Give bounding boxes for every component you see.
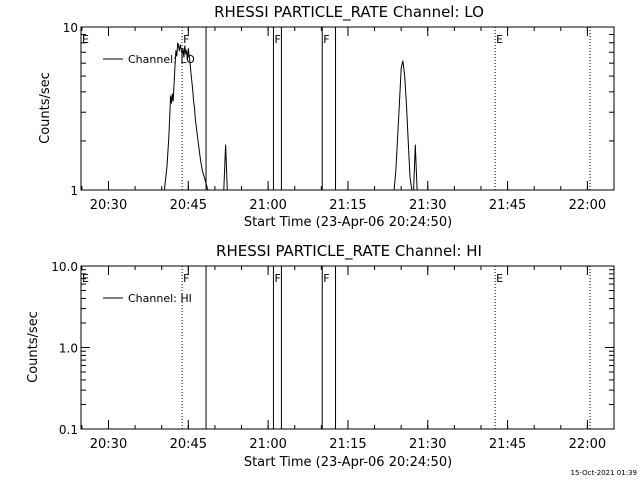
- chart-title-hi: RHESSI PARTICLE_RATE Channel: HI: [216, 242, 482, 261]
- plot-frame-lo: [80, 26, 615, 191]
- y-tick-label: 0.1: [59, 423, 78, 437]
- x-tick-label: 21:30: [409, 198, 446, 213]
- y-axis-label-lo: Counts/sec: [38, 72, 53, 144]
- axis-ticks-lo: 20:30 20:45 21:00 21:15 21:30 21:45 22:00 1 10: [63, 21, 615, 213]
- legend-label-hi: Channel: HI: [128, 292, 192, 305]
- chart-panel-lo: RHESSI PARTICLE_RATE Channel: LO Counts/…: [38, 3, 615, 230]
- y-tick-label: 1: [70, 184, 78, 198]
- event-marker-label: E: [82, 272, 89, 285]
- event-marker-label: E: [82, 33, 89, 46]
- x-tick-label: 21:30: [409, 437, 446, 452]
- generation-timestamp: 15-Oct-2021 01:39: [571, 469, 637, 477]
- x-tick-label: 20:30: [90, 437, 127, 452]
- x-tick-label: 21:15: [329, 198, 366, 213]
- x-axis-label-hi: Start Time (23-Apr-06 20:24:50): [244, 455, 452, 470]
- plot-frame-hi: [80, 265, 615, 430]
- x-tick-label: 22:00: [569, 437, 606, 452]
- event-marker-label: F: [274, 272, 280, 285]
- event-marker-label: E: [496, 33, 503, 46]
- y-tick-label: 1.0: [59, 342, 78, 356]
- event-marker-label: F: [183, 33, 189, 46]
- event-marker-label: F: [323, 33, 329, 46]
- x-tick-label: 21:45: [489, 198, 526, 213]
- x-tick-label: 21:00: [249, 198, 286, 213]
- x-tick-label: 21:15: [329, 437, 366, 452]
- y-axis-label-hi: Counts/sec: [26, 311, 41, 383]
- x-tick-label: 20:30: [90, 198, 127, 213]
- event-marker-label: E: [496, 272, 503, 285]
- event-marker-label: F: [323, 272, 329, 285]
- x-tick-label: 21:00: [249, 437, 286, 452]
- x-tick-label: 20:45: [170, 437, 207, 452]
- x-tick-label: 22:00: [569, 198, 606, 213]
- event-marker-label: F: [274, 33, 280, 46]
- x-tick-label: 20:45: [170, 198, 207, 213]
- axis-ticks-hi: 20:30 20:45 21:00 21:15 21:30 21:45 22:00 0.1 1.…: [51, 260, 615, 452]
- legend-label-lo: Channel: LO: [128, 53, 195, 66]
- series-line-lo: [163, 42, 421, 191]
- legend-hi: Channel: HI: [103, 292, 192, 305]
- chart-title-lo: RHESSI PARTICLE_RATE Channel: LO: [214, 3, 484, 22]
- legend-lo: Channel: LO: [103, 53, 195, 66]
- x-axis-label-lo: Start Time (23-Apr-06 20:24:50): [244, 215, 452, 230]
- x-tick-label: 21:45: [489, 437, 526, 452]
- y-tick-label: 10: [63, 21, 78, 35]
- event-marker-label: F: [183, 272, 189, 285]
- chart-panel-hi: RHESSI PARTICLE_RATE Channel: HI Counts/…: [26, 242, 615, 470]
- y-tick-label: 10.0: [51, 260, 78, 274]
